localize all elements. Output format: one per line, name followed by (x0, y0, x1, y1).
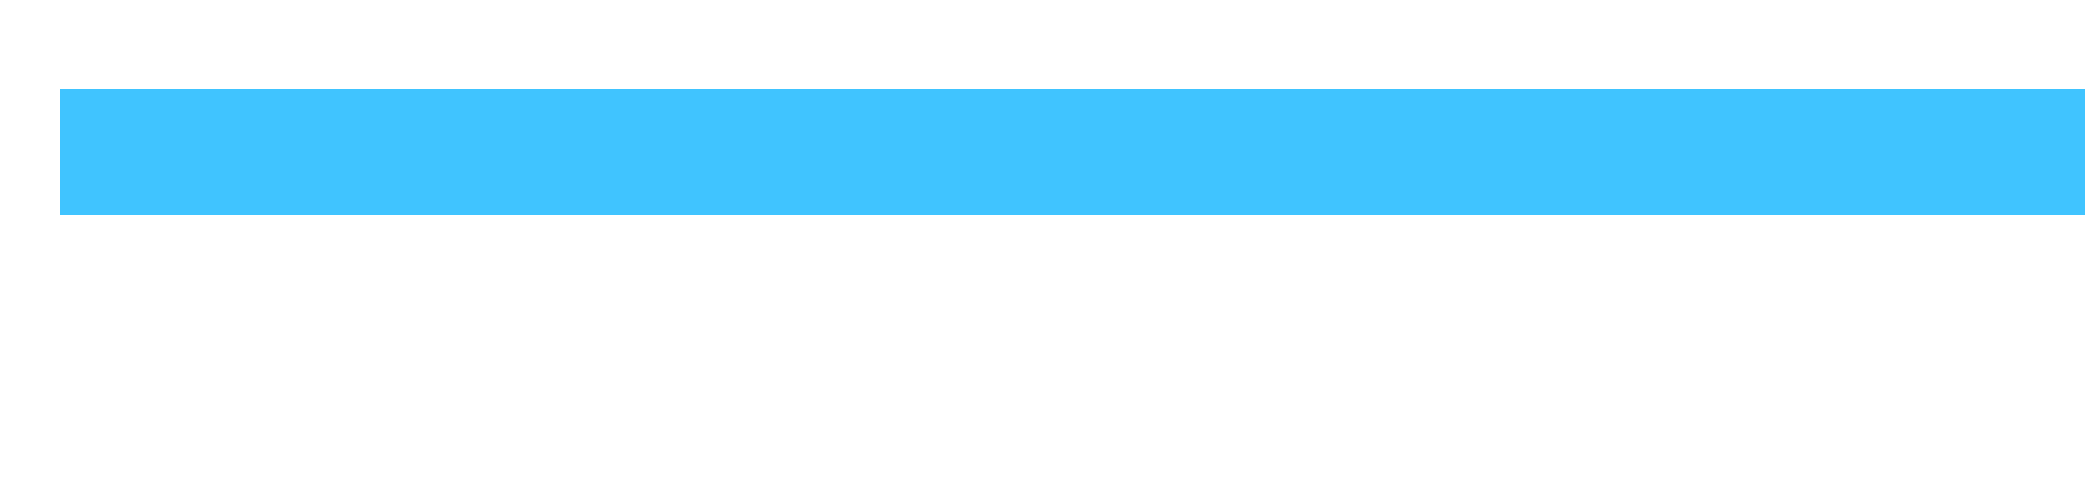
blue-horizontal-bar (60, 89, 2085, 215)
